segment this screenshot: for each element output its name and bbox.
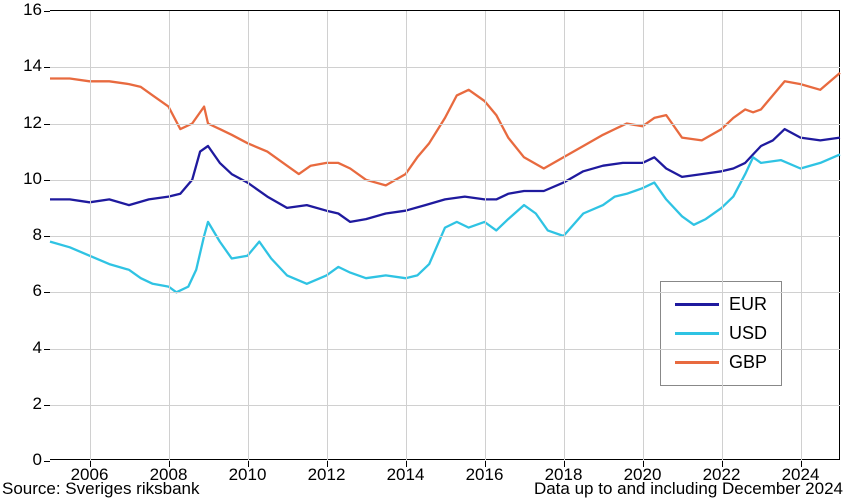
y-tick	[44, 349, 50, 350]
y-tick	[44, 461, 50, 462]
gridline-v	[485, 11, 486, 461]
gridline-v	[90, 11, 91, 461]
x-axis-label: 2016	[466, 465, 504, 485]
y-axis-label: 4	[33, 338, 42, 358]
gridline-v	[564, 11, 565, 461]
data-note-text: Data up to and including December 2024	[534, 479, 843, 499]
gridline-v	[327, 11, 328, 461]
legend-swatch	[675, 361, 719, 364]
gridline-v	[248, 11, 249, 461]
y-tick	[44, 292, 50, 293]
y-axis-label: 14	[23, 56, 42, 76]
gridline-v	[406, 11, 407, 461]
x-axis-label: 2014	[387, 465, 425, 485]
y-tick	[44, 236, 50, 237]
legend-swatch	[675, 303, 719, 306]
y-axis-label: 8	[33, 225, 42, 245]
legend-label: USD	[729, 323, 767, 344]
y-tick	[44, 11, 50, 12]
gridline-v	[722, 11, 723, 461]
y-axis-label: 16	[23, 0, 42, 20]
y-tick	[44, 67, 50, 68]
y-axis-label: 10	[23, 169, 42, 189]
y-tick	[44, 405, 50, 406]
chart-container: EURUSDGBP 024681012141620062008201020122…	[50, 10, 840, 460]
legend-label: GBP	[729, 352, 767, 373]
y-axis-label: 2	[33, 394, 42, 414]
y-tick	[44, 124, 50, 125]
legend-label: EUR	[729, 294, 767, 315]
gridline-v	[169, 11, 170, 461]
plot-area: EUR USD GBP	[50, 10, 840, 460]
x-axis-label: 2012	[308, 465, 346, 485]
source-text: Source: Sveriges riksbank	[2, 479, 199, 499]
y-tick	[44, 180, 50, 181]
y-axis-label: 6	[33, 281, 42, 301]
legend-swatch	[675, 332, 719, 335]
gridline-v	[801, 11, 802, 461]
gridline-v	[643, 11, 644, 461]
y-axis-label: 0	[33, 450, 42, 470]
x-axis-label: 2010	[229, 465, 267, 485]
y-axis-label: 12	[23, 113, 42, 133]
